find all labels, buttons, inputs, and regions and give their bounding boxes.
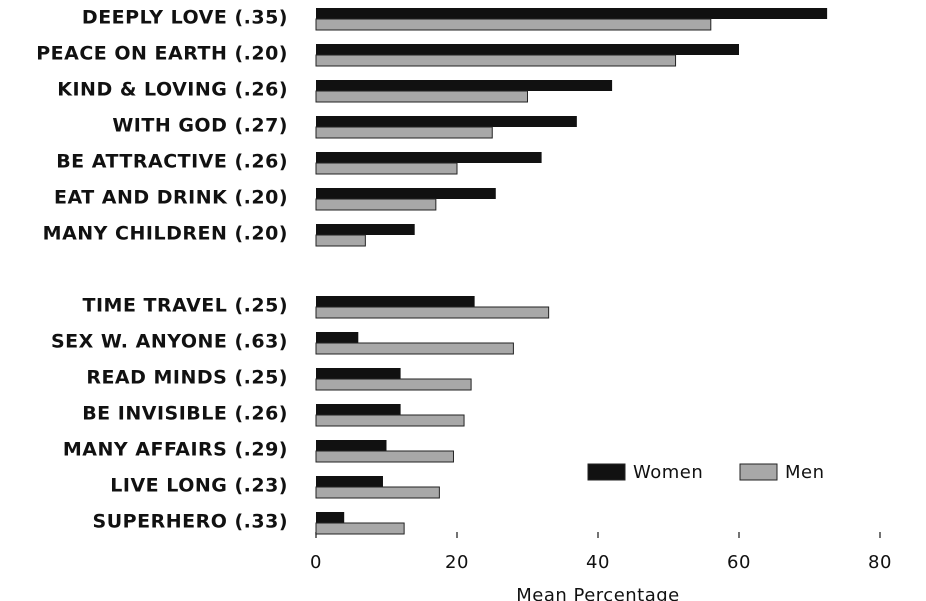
y-tick-label: MANY CHILDREN (.20) xyxy=(43,223,288,245)
bar xyxy=(316,368,401,379)
bar xyxy=(315,234,366,247)
y-tick-label: MANY AFFAIRS (.29) xyxy=(63,439,288,461)
bar xyxy=(315,54,677,67)
bar xyxy=(315,198,437,211)
y-tick-label: WITH GOD (.27) xyxy=(112,115,288,137)
bar xyxy=(315,414,465,427)
x-tick-label: 0 xyxy=(310,552,322,573)
bar xyxy=(316,404,401,415)
bar xyxy=(315,522,405,535)
bar xyxy=(316,224,415,235)
x-tick-label: 60 xyxy=(727,552,751,573)
bar xyxy=(315,342,514,355)
legend-swatch xyxy=(739,463,778,481)
bar xyxy=(315,486,440,499)
bar xyxy=(315,450,454,463)
y-tick-label: DEEPLY LOVE (.35) xyxy=(82,7,288,29)
bar xyxy=(316,188,496,199)
legend-swatch xyxy=(587,463,626,481)
bar xyxy=(315,306,550,319)
x-axis-label: Mean Percentage xyxy=(516,585,680,601)
y-tick-label: EAT AND DRINK (.20) xyxy=(54,187,288,209)
x-tick-label: 40 xyxy=(586,552,610,573)
y-tick-label: KIND & LOVING (.26) xyxy=(57,79,288,101)
y-tick-label: READ MINDS (.25) xyxy=(86,367,288,389)
legend-label: Men xyxy=(785,462,825,483)
bar xyxy=(316,8,828,19)
bar xyxy=(315,126,493,139)
bar xyxy=(315,90,528,103)
bar xyxy=(316,440,387,451)
y-tick-label: BE INVISIBLE (.26) xyxy=(82,403,288,425)
bar xyxy=(316,296,475,307)
bar xyxy=(316,476,383,487)
y-tick-label: PEACE ON EARTH (.20) xyxy=(36,43,288,65)
y-tick-label: LIVE LONG (.23) xyxy=(110,475,288,497)
bar xyxy=(315,378,472,391)
bar xyxy=(315,18,712,31)
bar xyxy=(316,80,613,91)
legend-label: Women xyxy=(633,462,703,483)
y-tick-label: BE ATTRACTIVE (.26) xyxy=(56,151,288,173)
y-tick-label: SEX W. ANYONE (.63) xyxy=(51,331,288,353)
bar xyxy=(316,512,345,523)
bar xyxy=(316,116,577,127)
x-tick-label: 80 xyxy=(868,552,892,573)
bar xyxy=(316,44,739,55)
bar xyxy=(316,332,359,343)
y-tick-label: TIME TRAVEL (.25) xyxy=(83,295,288,317)
bar xyxy=(316,152,542,163)
y-tick-label: SUPERHERO (.33) xyxy=(93,511,288,533)
x-tick-label: 20 xyxy=(445,552,469,573)
bar xyxy=(315,162,458,175)
